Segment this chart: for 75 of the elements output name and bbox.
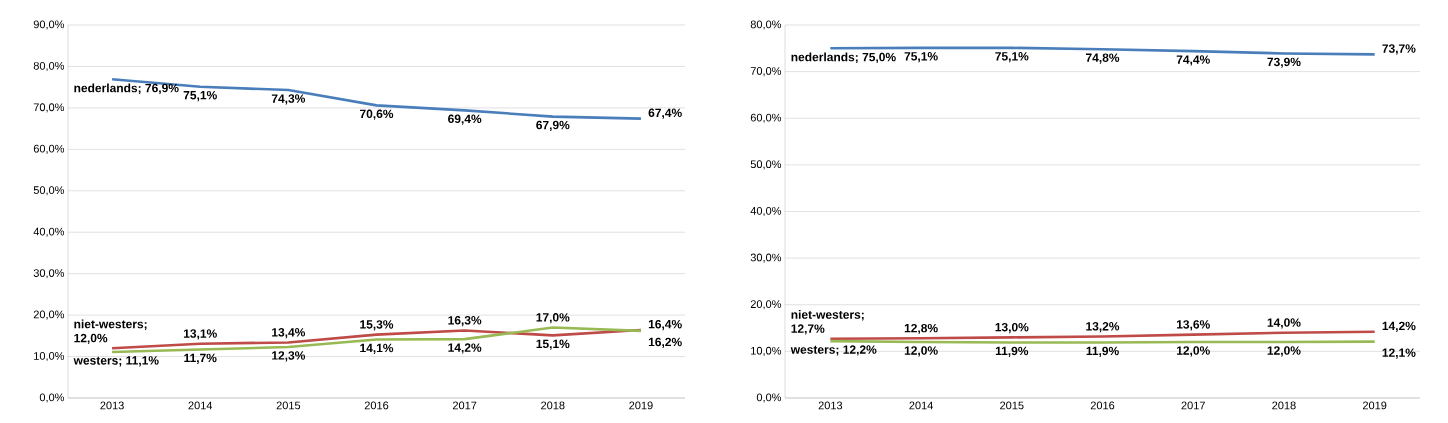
data-label: 14,2%	[1382, 321, 1416, 332]
y-tick-label: 10,0%	[34, 352, 65, 362]
data-label: 11,7%	[184, 353, 217, 364]
data-label: 12,0%	[904, 346, 938, 357]
x-tick-label: 2015	[1000, 401, 1024, 410]
x-tick-label: 2014	[188, 401, 213, 410]
data-label: 73,7%	[1382, 44, 1416, 55]
data-label: niet-westers; 12,7%	[791, 310, 864, 335]
data-label: 74,8%	[1086, 53, 1120, 64]
data-label: 13,1%	[183, 329, 217, 340]
x-tick-label: 2015	[276, 401, 301, 410]
data-label: westers; 12,2%	[790, 345, 877, 356]
data-label: 15,1%	[536, 339, 570, 350]
y-tick-label: 50,0%	[750, 160, 782, 170]
y-tick-label: 0,0%	[39, 393, 65, 403]
data-label: 15,3%	[360, 320, 394, 331]
data-label: 17,0%	[536, 313, 570, 324]
y-tick-label: 30,0%	[33, 269, 65, 279]
data-label: 12,0%	[1267, 346, 1301, 357]
data-label: 75,1%	[183, 90, 217, 102]
y-tick-label: 70,0%	[33, 103, 65, 113]
y-tick-label: 50,0%	[33, 186, 65, 196]
data-label: 12,3%	[272, 351, 306, 362]
data-label: 16,2%	[648, 337, 682, 348]
data-label: 70,6%	[360, 109, 394, 120]
data-label: 74,3%	[271, 94, 306, 105]
y-tick-label: 60,0%	[750, 113, 782, 123]
data-label: 16,3%	[448, 316, 482, 327]
data-label: 14,2%	[448, 343, 482, 354]
data-label: 13,2%	[1086, 322, 1120, 333]
data-label: 74,4%	[1176, 55, 1210, 66]
data-label: 67,9%	[536, 120, 570, 132]
x-tick-label: 2017	[1181, 401, 1205, 410]
data-label: 75,1%	[904, 52, 938, 63]
y-tick-label: 30,0%	[750, 253, 782, 263]
x-tick-label: 2013	[100, 401, 124, 410]
x-tick-label: 2016	[1090, 401, 1115, 410]
data-label: 13,4%	[272, 328, 306, 339]
data-label: 12,1%	[1382, 348, 1416, 359]
x-tick-label: 2016	[364, 401, 389, 410]
data-label: 67,4%	[648, 108, 682, 119]
x-tick-label: 2018	[1272, 401, 1296, 410]
data-label: niet-westers; 12,0%	[74, 319, 147, 345]
data-label: 12,0%	[1176, 346, 1210, 357]
x-tick-label: 2018	[541, 401, 565, 410]
y-tick-label: 40,0%	[33, 227, 65, 237]
data-label: 11,9%	[995, 346, 1029, 357]
x-tick-label: 2017	[452, 401, 477, 410]
y-tick-label: 20,0%	[33, 310, 65, 320]
y-tick-label: 20,0%	[750, 300, 782, 310]
data-label: 69,4%	[448, 114, 482, 125]
data-label: 75,1%	[995, 52, 1029, 63]
x-tick-label: 2019	[629, 401, 653, 410]
data-label: 11,9%	[1086, 346, 1119, 357]
y-tick-label: 90,0%	[33, 20, 65, 30]
data-label: nederlands; 76,9%	[74, 83, 179, 95]
y-tick-label: 0,0%	[756, 393, 782, 403]
y-tick-label: 70,0%	[750, 67, 782, 77]
y-tick-label: 80,0%	[750, 20, 782, 30]
data-label: 73,9%	[1267, 57, 1301, 68]
y-tick-label: 40,0%	[750, 206, 782, 217]
y-tick-label: 10,0%	[751, 346, 782, 356]
x-tick-label: 2014	[909, 401, 933, 410]
data-label: 16,4%	[648, 319, 682, 331]
x-tick-label: 2013	[818, 401, 843, 410]
y-tick-label: 60,0%	[33, 144, 65, 154]
data-label: 13,6%	[1176, 320, 1210, 331]
data-label: westers; 11,1%	[73, 356, 159, 367]
data-label: 12,8%	[904, 323, 938, 335]
data-label: 13,0%	[995, 322, 1029, 334]
y-tick-label: 80,0%	[33, 61, 65, 71]
data-label: nederlands; 75,0%	[791, 52, 896, 64]
data-label: 14,1%	[360, 343, 394, 354]
data-label: 14,0%	[1267, 318, 1301, 329]
x-tick-label: 2019	[1362, 401, 1387, 410]
